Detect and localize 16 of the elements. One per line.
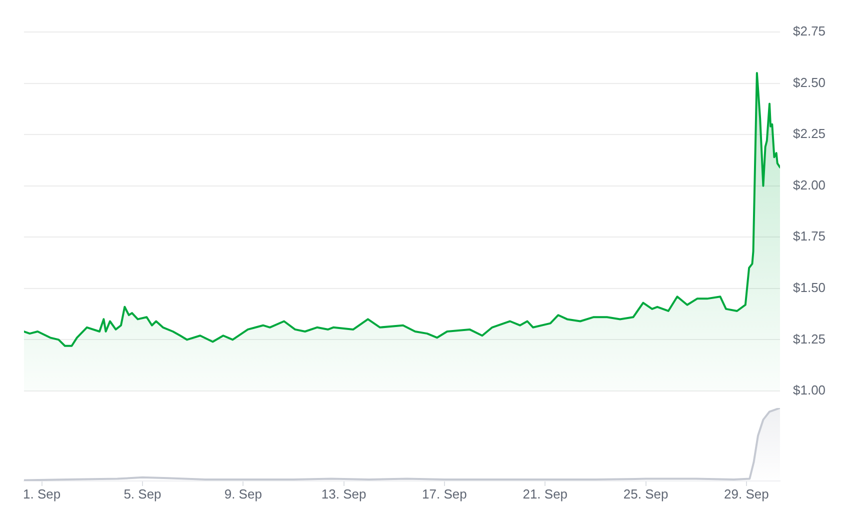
y-tick-label: $2.25	[793, 126, 826, 142]
y-tick-label: $1.50	[793, 280, 826, 296]
y-tick-label: $1.75	[793, 228, 826, 244]
x-tick-label: 17. Sep	[422, 486, 467, 502]
y-tick-label: $1.25	[793, 331, 826, 346]
y-tick-label: $1.00	[793, 382, 826, 398]
y-tick-label: $2.00	[793, 177, 826, 192]
x-tick-label: 21. Sep	[522, 486, 568, 502]
x-tick-label: 5. Sep	[124, 486, 162, 502]
x-tick-label: 13. Sep	[321, 486, 366, 502]
x-tick-label: 29. Sep	[724, 486, 769, 502]
x-tick-label: 9. Sep	[224, 486, 262, 502]
x-tick-label: 25. Sep	[623, 486, 668, 502]
y-tick-label: $2.75	[793, 24, 826, 39]
x-tick-label: 1. Sep	[23, 486, 61, 502]
y-tick-label: $2.50	[793, 74, 826, 90]
